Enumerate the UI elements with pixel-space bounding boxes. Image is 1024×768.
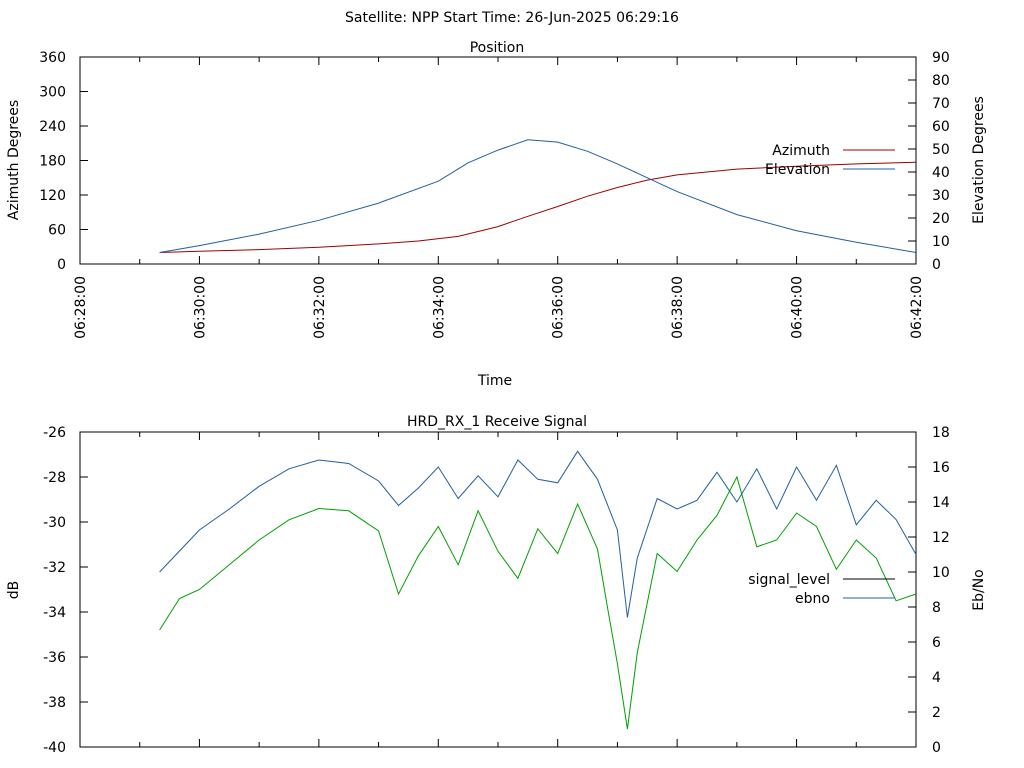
legend-label: signal_level <box>748 572 830 588</box>
y2-tick-label: 0 <box>932 257 941 273</box>
y2-tick-label: 60 <box>932 119 950 135</box>
y2-tick-label: 16 <box>932 460 950 476</box>
y2-tick-label: 30 <box>932 188 950 204</box>
y-tick-label: 60 <box>48 223 66 239</box>
legend-label: Elevation <box>765 162 830 178</box>
signal-y-axis-label: dB <box>6 581 22 600</box>
y-tick-label: -34 <box>43 605 66 621</box>
y2-tick-label: 2 <box>932 705 941 721</box>
y2-tick-label: 14 <box>932 495 950 511</box>
series-line <box>159 139 917 253</box>
series-line <box>159 450 917 618</box>
position-y-axis-label: Azimuth Degrees <box>6 100 22 220</box>
y2-tick-label: 4 <box>932 670 941 686</box>
x-tick-label: 06:30:00 <box>192 276 208 339</box>
y2-tick-label: 12 <box>932 530 950 546</box>
x-tick-label: 06:36:00 <box>551 276 567 339</box>
y2-tick-label: 80 <box>932 73 950 89</box>
y-tick-label: 360 <box>39 50 66 66</box>
position-y2-axis-label: Elevation Degrees <box>971 96 987 224</box>
legend-label: ebno <box>795 591 830 607</box>
y-tick-label: 300 <box>39 85 66 101</box>
y-tick-label: 180 <box>39 154 66 170</box>
y-tick-label: 120 <box>39 188 66 204</box>
y-tick-label: 240 <box>39 119 66 135</box>
position-chart: Position 06:28:00 06:30:00 06:32:00 06:34:0… <box>6 40 987 389</box>
y-tick-label: -32 <box>43 560 66 576</box>
y-tick-label: -38 <box>43 695 66 711</box>
y-tick-label: -30 <box>43 515 66 531</box>
legend-label: Azimuth <box>772 143 830 159</box>
y2-tick-label: 40 <box>932 165 950 181</box>
y-tick-label: -28 <box>43 470 66 486</box>
signal-chart: HRD_RX_1 Receive Signal -40 -38 -36 -34 -32 -… <box>6 414 987 756</box>
y2-tick-label: 18 <box>932 425 950 441</box>
y-tick-label: -40 <box>43 740 66 756</box>
x-tick-label: 06:42:00 <box>909 276 925 339</box>
page-title: Satellite: NPP Start Time: 26-Jun-2025 0… <box>345 10 679 26</box>
y2-tick-label: 50 <box>932 142 950 158</box>
x-tick-label: 06:32:00 <box>312 276 328 339</box>
y2-tick-label: 20 <box>932 211 950 227</box>
series-line <box>159 161 917 253</box>
position-chart-title: Position <box>470 40 525 56</box>
x-tick-label: 06:40:00 <box>790 276 806 339</box>
position-x-axis-label: Time <box>477 373 512 389</box>
y2-tick-label: 10 <box>932 234 950 250</box>
x-tick-label: 06:28:00 <box>73 276 89 339</box>
y2-tick-label: 10 <box>932 565 950 581</box>
y-tick-label: 0 <box>57 257 66 273</box>
y2-tick-label: 70 <box>932 96 950 112</box>
signal-y2-axis-label: Eb/No <box>971 569 987 611</box>
x-tick-label: 06:38:00 <box>670 276 686 339</box>
position-plot-frame <box>79 56 917 265</box>
series-line <box>159 475 917 730</box>
y2-tick-label: 0 <box>932 740 941 756</box>
y-tick-label: -26 <box>43 425 66 441</box>
y2-tick-label: 8 <box>932 600 941 616</box>
y2-tick-label: 6 <box>932 635 941 651</box>
signal-chart-title: HRD_RX_1 Receive Signal <box>407 414 587 430</box>
x-tick-label: 06:34:00 <box>431 276 447 339</box>
y-tick-label: -36 <box>43 650 66 666</box>
y2-tick-label: 90 <box>932 50 950 66</box>
